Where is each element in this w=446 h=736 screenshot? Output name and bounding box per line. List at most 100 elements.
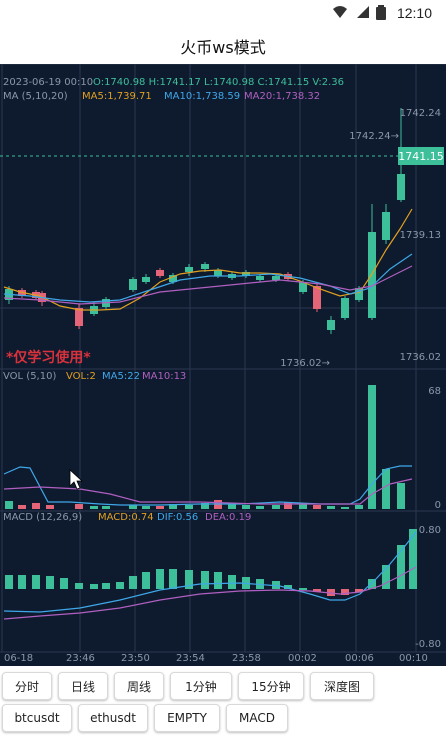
candle-body — [272, 276, 280, 280]
candle-body — [299, 282, 307, 292]
macd-histogram-bar — [102, 583, 110, 589]
candle-body — [382, 212, 390, 240]
signal-icon — [357, 6, 369, 18]
macd-histogram-bar — [341, 589, 349, 595]
watermark-text: *仅学习使用* — [6, 349, 91, 366]
macd-histogram-bar — [60, 578, 68, 589]
volume-bar — [341, 507, 349, 509]
header-datetime: 2023-06-19 00:10 — [3, 77, 93, 88]
time-axis-label: 23:46 — [66, 653, 95, 664]
macd-histogram-bar — [185, 570, 193, 589]
time-axis-label: 00:02 — [288, 653, 317, 664]
period-week-button[interactable]: 周线 — [114, 672, 164, 700]
volume-bar — [185, 505, 193, 509]
volume-bar — [142, 506, 150, 509]
battery-icon — [376, 5, 386, 20]
symbol-btcusdt-button[interactable]: btcusdt — [2, 704, 72, 732]
kline-chart[interactable]: 2023-06-19 00:10 O:1740.98 H:1741.17 L:1… — [0, 64, 446, 666]
period-timeline-button[interactable]: 分时 — [2, 672, 52, 700]
button-row-period: 分时 日线 周线 1分钟 15分钟 深度图 — [2, 672, 380, 700]
time-axis-label: 00:10 — [399, 653, 428, 664]
current-price-tag — [398, 147, 444, 165]
button-panel: 分时 日线 周线 1分钟 15分钟 深度图 btcusdt ethusdt EM… — [0, 666, 446, 736]
volume-bar — [313, 505, 321, 509]
ma5-line — [3, 208, 413, 311]
volume-bar — [32, 503, 40, 509]
volume-bar — [75, 504, 83, 509]
macd-histogram-bar — [46, 576, 54, 589]
empty-indicator-button[interactable]: EMPTY — [154, 704, 220, 732]
depth-chart-button[interactable]: 深度图 — [310, 672, 374, 700]
dea-value: DEA:0.19 — [205, 512, 251, 523]
price-axis-bottom: 1736.02 — [400, 352, 441, 363]
candle-body — [201, 264, 209, 269]
volume-bar — [90, 506, 98, 509]
ma10-line — [3, 253, 413, 303]
volume-bar — [169, 504, 177, 509]
time-axis-label: 23:58 — [232, 653, 261, 664]
kline-chart-canvas[interactable]: 2023-06-19 00:10 O:1740.98 H:1741.17 L:1… — [0, 64, 446, 666]
macd-label: MACD (12,26,9) — [3, 512, 82, 523]
candle-body — [156, 270, 164, 276]
min-price-marker: 1736.02→ — [280, 358, 330, 369]
volume-bar — [327, 506, 335, 509]
macd-histogram-bar — [397, 545, 405, 589]
macd-histogram-bar — [299, 588, 307, 590]
volume-bar — [156, 506, 164, 509]
app-bar: 火币ws模式 — [0, 28, 446, 64]
macd-histogram-bar — [129, 576, 137, 589]
volume-ma10-line — [3, 478, 413, 505]
macd-histogram-bar — [272, 581, 280, 589]
price-axis-top: 1742.24 — [400, 108, 441, 119]
vol-value: VOL:2 — [66, 371, 96, 382]
header-ohlc: O:1740.98 H:1741.17 L:1740.98 C:1741.15 … — [93, 77, 344, 88]
status-bar: 12:10 — [0, 0, 446, 28]
macd-histogram-bar — [169, 569, 177, 589]
status-time: 12:10 — [396, 5, 432, 21]
candle-body — [169, 275, 177, 282]
time-axis-label: 06-18 — [4, 653, 33, 664]
period-day-button[interactable]: 日线 — [58, 672, 108, 700]
symbol-ethusdt-button[interactable]: ethusdt — [78, 704, 148, 732]
vol-ma5-value: MA5:22 — [102, 371, 140, 382]
price-axis-mid: 1739.13 — [400, 230, 441, 241]
macd-histogram-bar — [90, 584, 98, 589]
volume-bar — [228, 504, 236, 509]
candle-body — [242, 272, 250, 276]
candle-body — [313, 286, 321, 309]
macd-histogram-bar — [32, 575, 40, 589]
max-price-marker: 1742.24→ — [349, 131, 399, 142]
macd-histogram-bar — [142, 572, 150, 589]
candle-body — [355, 288, 363, 300]
vol-ma10-value: MA10:13 — [142, 371, 186, 382]
main-ma-label: MA (5,10,20) — [3, 91, 68, 102]
volume-bar — [382, 469, 390, 509]
volume-bar — [355, 505, 363, 509]
period-1min-button[interactable]: 1分钟 — [170, 672, 232, 700]
button-row-symbol: btcusdt ethusdt EMPTY MACD — [2, 704, 294, 732]
volume-bar — [256, 506, 264, 509]
ma20-value: MA20:1,738.32 — [244, 91, 320, 102]
vol-axis-bottom: 0 — [435, 500, 441, 511]
candle-body — [341, 298, 349, 318]
macd-histogram-bar — [368, 579, 376, 589]
vol-axis-top: 68 — [428, 386, 441, 397]
volume-bar — [5, 501, 13, 509]
macd-histogram-bar — [214, 572, 222, 589]
candle-body — [214, 270, 222, 276]
candle-body — [397, 174, 405, 200]
ma20-line — [3, 265, 413, 305]
macd-indicator-button[interactable]: MACD — [226, 704, 288, 732]
vol-label: VOL (5,10) — [3, 371, 56, 382]
period-15min-button[interactable]: 15分钟 — [238, 672, 304, 700]
macd-axis-bottom: -0.80 — [415, 639, 441, 650]
wifi-icon — [333, 6, 347, 18]
time-axis-label: 00:06 — [345, 653, 374, 664]
ma5-value: MA5:1,739.71 — [82, 91, 152, 102]
macd-histogram — [5, 529, 417, 596]
volume-bar — [272, 505, 280, 509]
macd-histogram-bar — [228, 575, 236, 589]
macd-histogram-bar — [355, 589, 363, 592]
time-axis-label: 23:50 — [121, 653, 150, 664]
mouse-cursor-icon — [69, 469, 84, 490]
